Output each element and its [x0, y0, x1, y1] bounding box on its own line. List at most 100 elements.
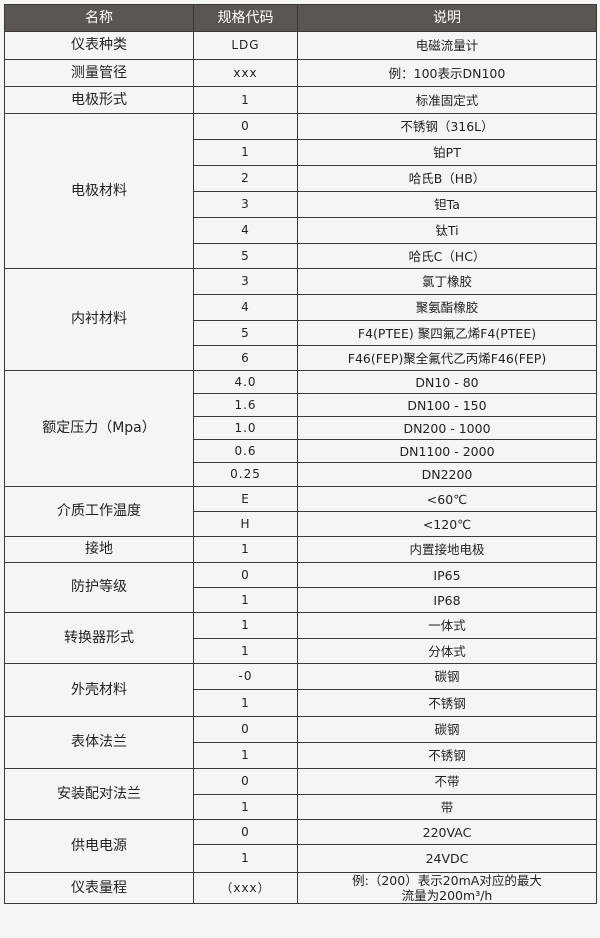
table-row: 6 F46(FEP)聚全氟代乙丙烯F46(FEP) — [5, 345, 597, 371]
spec-code-cell: 4 — [193, 217, 298, 244]
spec-name-cell: 仪表种类 — [4, 31, 194, 60]
table-row: 转换器形式 1 一体式 — [4, 612, 597, 664]
table-row: 0.6 DN1100 - 2000 — [5, 439, 597, 463]
spec-desc-cell: <60℃ — [297, 486, 597, 512]
table-row: 4 聚氨酯橡胶 — [5, 294, 597, 321]
spec-desc-cell: F46(FEP)聚全氟代乙丙烯F46(FEP) — [297, 345, 597, 371]
spec-desc-cell: 电磁流量计 — [297, 31, 597, 60]
spec-desc-cell: 不带 — [297, 768, 597, 795]
spec-code-cell: 3 — [193, 268, 298, 295]
spec-desc-cell: 标准固定式 — [297, 86, 597, 114]
spec-code-cell: 1.6 — [193, 393, 298, 417]
table-row: 接地 1 内置接地电极 — [4, 536, 597, 563]
spec-name-cell: 表体法兰 — [4, 716, 194, 769]
spec-desc-cell: 钽Ta — [297, 191, 597, 218]
spec-code-cell: 1 — [193, 86, 298, 114]
spec-desc-cell: 碳钢 — [297, 663, 597, 690]
table-row: 1.6 DN100 - 150 — [5, 393, 597, 417]
spec-desc-cell: 220VAC — [297, 819, 597, 845]
table-row: 额定压力（Mpa） 4.0 DN10 - 80 — [4, 370, 597, 487]
spec-code-cell: 0 — [193, 716, 298, 743]
spec-desc-cell: DN2200 — [297, 462, 597, 487]
spec-code-cell: 1 — [193, 689, 298, 717]
spec-code-cell: 6 — [193, 345, 298, 371]
spec-desc-cell: 氯丁橡胶 — [297, 268, 597, 295]
spec-code-cell: 1 — [193, 612, 298, 639]
spec-desc-cell: 24VDC — [297, 844, 597, 873]
spec-desc-cell: 碳钢 — [297, 716, 597, 743]
table-row: 介质工作温度 E <60℃ — [4, 486, 597, 537]
table-row: 1 不锈钢 — [5, 742, 597, 769]
spec-code-cell: 1 — [193, 742, 298, 769]
spec-name-cell: 电极形式 — [4, 86, 194, 114]
spec-desc-cell: DN1100 - 2000 — [297, 439, 597, 463]
spec-desc-cell: 钛Ti — [297, 217, 597, 244]
spec-desc-cell: 带 — [297, 794, 597, 820]
spec-desc-cell: 哈氏B（HB） — [297, 165, 597, 192]
spec-desc-cell: DN100 - 150 — [297, 393, 597, 417]
spec-name-cell: 安装配对法兰 — [4, 768, 194, 820]
table-row: 安装配对法兰 0 不带 — [4, 768, 597, 820]
spec-code-cell: 5 — [193, 243, 298, 269]
spec-desc-cell: IP68 — [297, 587, 597, 613]
spec-code-cell: 1 — [193, 587, 298, 613]
spec-code-cell: 0 — [193, 768, 298, 795]
spec-name-cell: 额定压力（Mpa） — [4, 370, 194, 487]
spec-desc-cell: DN10 - 80 — [297, 370, 597, 394]
spec-name-cell: 接地 — [4, 536, 194, 563]
spec-table-body: 仪表种类 LDG 电磁流量计 测量管径 xxx 例：100表示DN100 电极形式 1 标准固定… — [4, 31, 597, 904]
header-desc: 说明 — [297, 4, 597, 32]
spec-desc-cell: 例:（200）表示20mA对应的最大 流量为200m³/h — [297, 872, 597, 904]
spec-code-cell: 1 — [193, 844, 298, 873]
table-row: 表体法兰 0 碳钢 — [4, 716, 597, 769]
table-row: 仪表种类 LDG 电磁流量计 — [4, 31, 597, 60]
table-row: 3 钽Ta — [5, 191, 597, 218]
table-row: H <120℃ — [5, 511, 597, 537]
spec-name-cell: 防护等级 — [4, 562, 194, 613]
spec-desc-cell: 聚氨酯橡胶 — [297, 294, 597, 321]
table-row: 外壳材料 -0 碳钢 — [4, 663, 597, 717]
spec-code-cell: H — [193, 511, 298, 537]
spec-name-cell: 转换器形式 — [4, 612, 194, 664]
table-row: 2 哈氏B（HB） — [5, 165, 597, 192]
spec-desc-cell: 不锈钢 — [297, 689, 597, 717]
table-row: 1.0 DN200 - 1000 — [5, 416, 597, 440]
spec-code-cell: 1 — [193, 794, 298, 820]
spec-desc-cell: 不锈钢（316L） — [297, 113, 597, 140]
spec-code-cell: E — [193, 486, 298, 512]
spec-desc-cell: 分体式 — [297, 638, 597, 664]
spec-code-cell: 4 — [193, 294, 298, 321]
spec-code-cell: 4.0 — [193, 370, 298, 394]
spec-table: 名称 规格代码 说明 仪表种类 LDG 电磁流量计 测量管径 xxx 例：100表示DN1… — [4, 4, 597, 904]
spec-code-cell: 1 — [193, 638, 298, 664]
table-row: 1 不锈钢 — [5, 689, 597, 717]
spec-code-cell: 0 — [193, 562, 298, 588]
table-row: 测量管径 xxx 例：100表示DN100 — [4, 59, 597, 87]
spec-name-cell: 电极材料 — [4, 113, 194, 269]
spec-code-cell: xxx — [193, 59, 298, 87]
spec-desc-cell: IP65 — [297, 562, 597, 588]
spec-desc-cell: 不锈钢 — [297, 742, 597, 769]
spec-code-cell: LDG — [193, 31, 298, 60]
table-row: 0.25 DN2200 — [5, 462, 597, 487]
spec-code-cell: 2 — [193, 165, 298, 192]
spec-name-cell: 仪表量程 — [4, 872, 194, 904]
spec-code-cell: （xxx） — [193, 872, 298, 904]
spec-code-cell: 0 — [193, 819, 298, 845]
spec-desc-cell: 铂PT — [297, 139, 597, 166]
spec-desc-cell: <120℃ — [297, 511, 597, 537]
spec-desc-cell: 例：100表示DN100 — [297, 59, 597, 87]
table-row: 供电电源 0 220VAC — [4, 819, 597, 873]
spec-desc-cell: DN200 - 1000 — [297, 416, 597, 440]
spec-code-cell: 1 — [193, 139, 298, 166]
spec-desc-cell: 哈氏C（HC） — [297, 243, 597, 269]
table-row: 1 24VDC — [5, 844, 597, 873]
spec-name-cell: 测量管径 — [4, 59, 194, 87]
header-name: 名称 — [4, 4, 194, 32]
spec-desc-cell: 一体式 — [297, 612, 597, 639]
spec-name-cell: 外壳材料 — [4, 663, 194, 717]
table-row: 5 哈氏C（HC） — [5, 243, 597, 269]
table-row: 5 F4(PTEE) 聚四氟乙烯F4(PTEE) — [5, 320, 597, 346]
table-row: 电极材料 0 不锈钢（316L） — [4, 113, 597, 269]
